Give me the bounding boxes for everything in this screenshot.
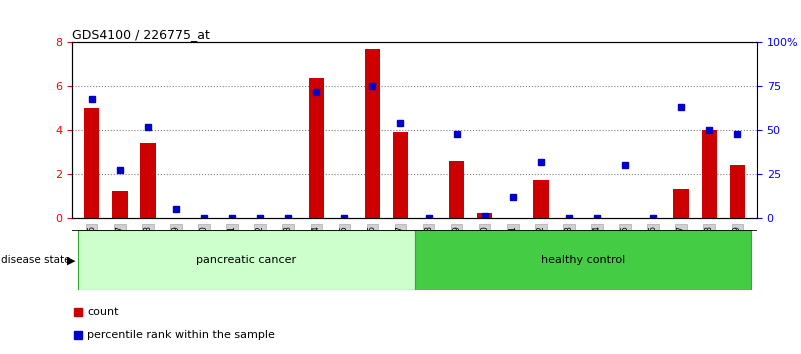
- Bar: [477, 213, 493, 218]
- Bar: [674, 189, 689, 218]
- Text: pancreatic cancer: pancreatic cancer: [196, 255, 296, 265]
- FancyBboxPatch shape: [415, 230, 751, 290]
- Bar: [392, 132, 409, 218]
- Text: ▶: ▶: [66, 255, 75, 265]
- Bar: [308, 78, 324, 218]
- Bar: [140, 143, 155, 218]
- Bar: [730, 165, 745, 218]
- Bar: [364, 49, 380, 218]
- FancyBboxPatch shape: [78, 230, 415, 290]
- Bar: [84, 108, 99, 218]
- Text: percentile rank within the sample: percentile rank within the sample: [87, 330, 275, 341]
- Bar: [112, 192, 127, 218]
- Bar: [702, 130, 717, 218]
- Text: healthy control: healthy control: [541, 255, 625, 265]
- Text: GDS4100 / 226775_at: GDS4100 / 226775_at: [72, 28, 210, 41]
- Text: count: count: [87, 307, 119, 318]
- Bar: [449, 161, 465, 218]
- Text: disease state: disease state: [1, 255, 70, 265]
- Bar: [533, 181, 549, 218]
